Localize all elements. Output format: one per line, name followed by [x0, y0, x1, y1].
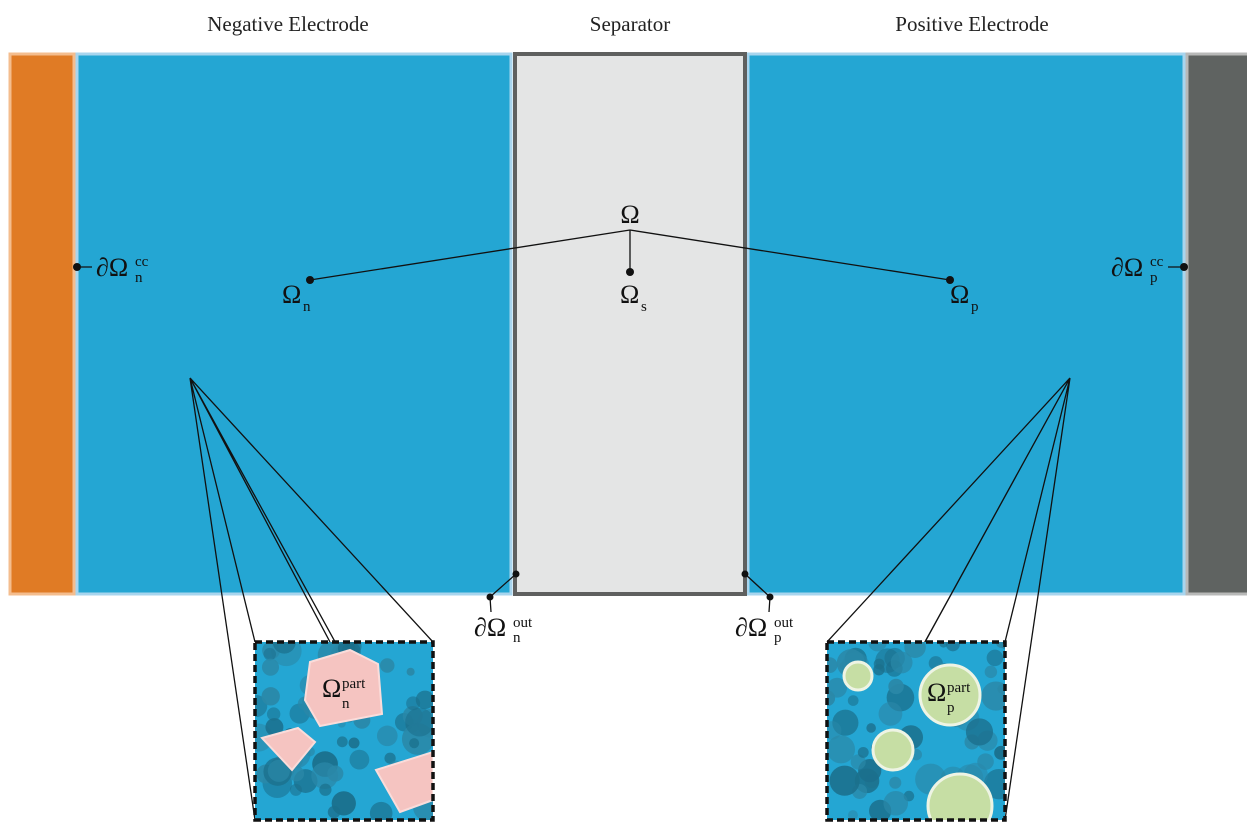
label-text: cc: [135, 254, 149, 270]
label-text: n: [303, 299, 311, 315]
pore: [984, 665, 998, 679]
label-text: n: [513, 630, 521, 646]
label-text: ∂Ω: [474, 613, 506, 642]
label-text: s: [641, 299, 647, 315]
header: Separator: [590, 12, 670, 36]
label-text: Ω: [927, 678, 946, 707]
pore: [965, 718, 994, 746]
zoom-box: [253, 640, 435, 822]
pore: [986, 649, 1004, 667]
positive-current-collector: [1185, 52, 1247, 596]
pore: [827, 721, 842, 740]
label-text: p: [971, 299, 979, 315]
pore: [405, 707, 433, 737]
pore: [331, 791, 356, 816]
pore: [847, 810, 858, 820]
label-text: p: [1150, 270, 1158, 286]
pore: [994, 745, 1005, 760]
pore: [319, 783, 332, 796]
pore: [348, 737, 360, 749]
pore: [336, 736, 348, 748]
pore: [267, 759, 290, 782]
label-text: n: [342, 696, 350, 712]
separator: [513, 52, 747, 596]
pore: [888, 678, 904, 695]
zoom-box: [825, 640, 1007, 822]
pore: [263, 647, 276, 661]
pore: [265, 718, 284, 737]
label-text: n: [135, 270, 143, 286]
pore: [380, 658, 395, 673]
pore: [261, 658, 280, 676]
pore: [406, 667, 415, 676]
pore: [369, 801, 393, 820]
label-text: ∂Ω: [1111, 253, 1143, 282]
pore: [883, 790, 909, 816]
label-text: ∂Ω: [96, 253, 128, 282]
negative-current-collector: [8, 52, 76, 596]
pore: [857, 746, 869, 758]
pore: [997, 684, 1005, 694]
pore: [904, 642, 926, 658]
label-text: p: [774, 630, 782, 646]
label-text: cc: [1150, 254, 1164, 270]
pore: [376, 725, 398, 747]
pore: [850, 754, 866, 770]
pore: [261, 687, 280, 706]
pore: [409, 738, 420, 749]
pore: [415, 690, 433, 710]
pore: [847, 695, 859, 706]
pore: [266, 707, 281, 721]
negative-electrode: [75, 52, 513, 596]
negative-particles: [255, 642, 433, 820]
pore: [873, 664, 885, 676]
pore: [406, 696, 421, 711]
label-text: Ω: [620, 200, 639, 229]
header: Positive Electrode: [895, 12, 1048, 36]
label-text: Ω: [322, 674, 341, 703]
pore: [868, 642, 887, 652]
label-text: part: [947, 680, 971, 696]
pore: [827, 690, 836, 706]
pore: [827, 657, 838, 674]
pore: [890, 651, 913, 674]
positive-electrode: [746, 52, 1186, 596]
label-text: out: [774, 615, 794, 631]
pore: [889, 776, 902, 789]
label-text: Ω: [282, 280, 301, 309]
label-text: ∂Ω: [735, 613, 767, 642]
pore: [289, 783, 302, 796]
pore: [878, 701, 903, 726]
pore: [945, 642, 960, 652]
label-text: part: [342, 676, 366, 692]
pore: [349, 749, 370, 770]
label-text: Ω: [950, 280, 969, 309]
pore: [829, 765, 860, 796]
pore: [272, 642, 296, 654]
pore: [827, 735, 856, 764]
label-text: out: [513, 615, 533, 631]
connectors: [73, 229, 1188, 821]
pore: [384, 752, 396, 764]
label-text: p: [947, 700, 955, 716]
header: Negative Electrode: [207, 12, 369, 36]
pore: [866, 723, 876, 733]
pore: [311, 762, 339, 790]
label-text: Ω: [620, 280, 639, 309]
positive-particles: [827, 642, 1005, 820]
